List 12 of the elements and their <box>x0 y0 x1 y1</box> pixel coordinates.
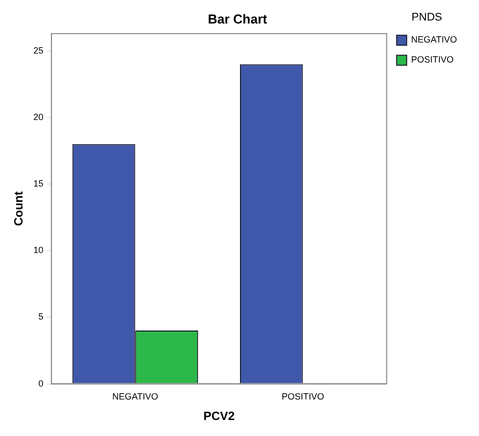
y-tick-label: 15 <box>33 178 44 189</box>
legend-title: PNDS <box>412 12 442 24</box>
legend-label: POSITIVO <box>411 54 454 65</box>
y-tick-label: 20 <box>33 112 44 122</box>
legend-label: NEGATIVO <box>411 34 458 45</box>
y-axis-title: Count <box>12 191 26 226</box>
y-tick-label: 10 <box>33 245 44 256</box>
y-tick-label: 25 <box>33 45 44 56</box>
x-axis-title: PCV2 <box>203 409 236 424</box>
chart-title: Bar Chart <box>208 11 268 26</box>
y-tick-label: 0 <box>38 378 44 388</box>
y-tick-label: 5 <box>38 312 44 322</box>
